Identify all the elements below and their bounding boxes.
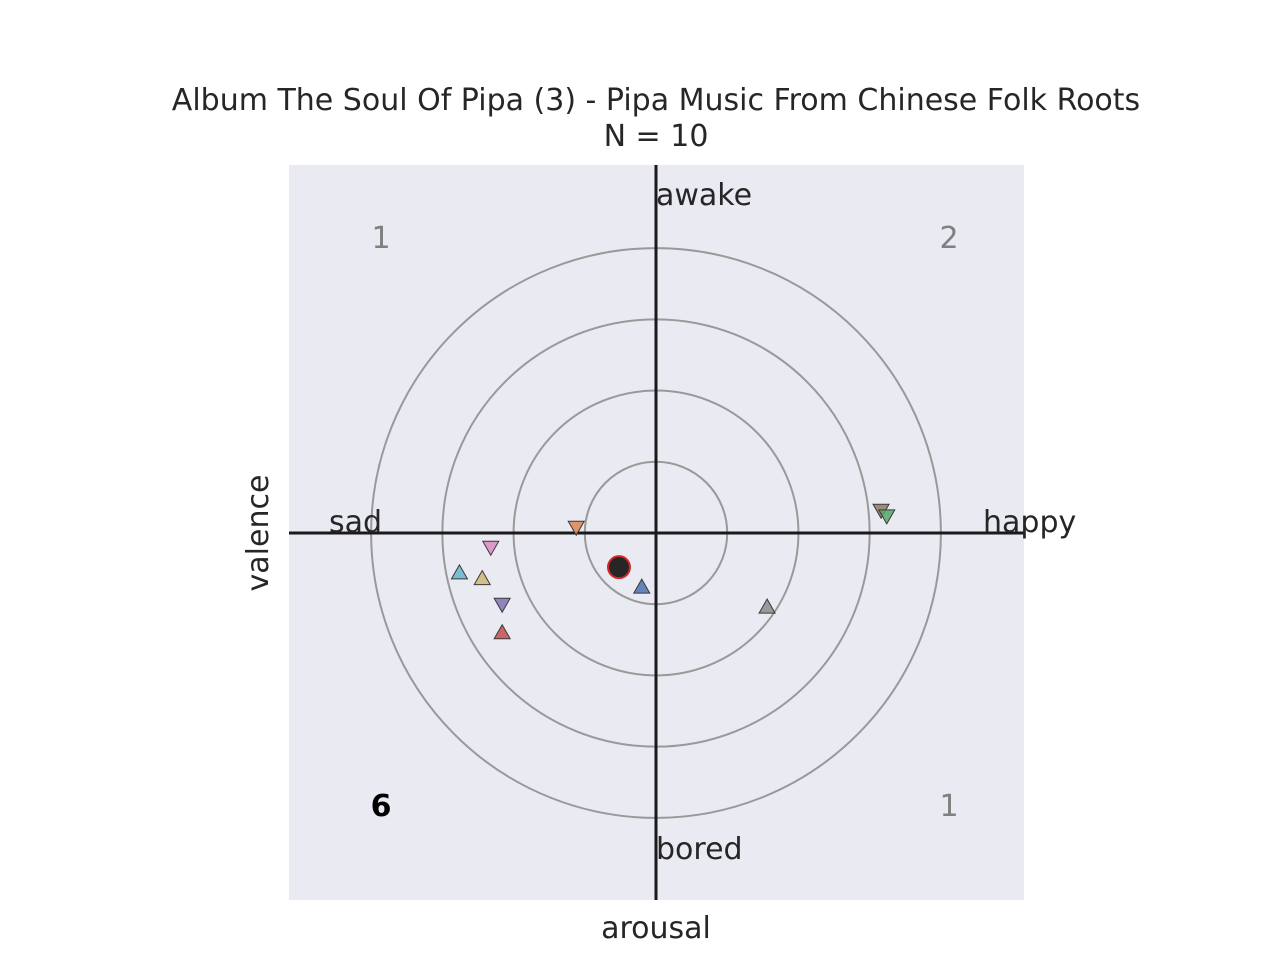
track-point-5 [493,597,512,614]
mean-point [606,555,631,580]
pole-label-awake: awake [656,178,752,213]
pole-label-sad: sad [329,505,382,540]
track-point-7 [632,578,651,594]
track-point-10 [877,509,896,525]
pole-label-bored: bored [656,832,743,867]
track-point-6 [493,623,512,640]
center-axes [289,165,1024,900]
data-points [450,503,896,640]
chart-title: Album The Soul Of Pipa (3) - Pipa Music … [172,83,1140,118]
quadrant-count-bottom-left: 6 [371,789,392,824]
track-point-2 [481,540,500,557]
quadrant-count-bottom-right: 1 [939,789,958,824]
track-point-4 [473,569,492,586]
track-point-1 [567,520,586,537]
chart-subtitle: N = 10 [604,119,709,154]
quadrant-count-top-right: 2 [939,221,958,256]
x-axis-label: arousal [601,911,711,946]
track-point-8 [758,598,776,614]
quadrant-count-top-left: 1 [371,221,390,256]
track-point-3 [450,563,469,580]
pole-label-happy: happy [983,505,1076,540]
y-axis-label: valence [241,475,276,592]
